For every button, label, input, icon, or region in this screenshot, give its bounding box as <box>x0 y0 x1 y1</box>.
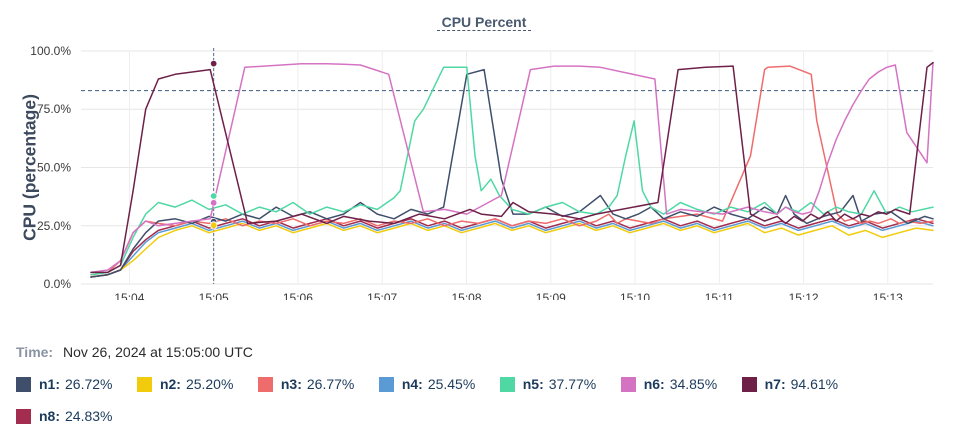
svg-text:15:09: 15:09 <box>536 291 566 300</box>
svg-text:100.0%: 100.0% <box>30 44 71 58</box>
svg-text:15:11: 15:11 <box>705 291 734 300</box>
svg-text:75.0%: 75.0% <box>37 102 71 116</box>
svg-text:50.0%: 50.0% <box>37 161 71 175</box>
svg-text:15:10: 15:10 <box>620 291 650 300</box>
svg-text:15:04: 15:04 <box>114 291 144 300</box>
svg-text:15:06: 15:06 <box>283 291 313 300</box>
svg-text:25.0%: 25.0% <box>37 219 71 233</box>
svg-text:15:13: 15:13 <box>873 291 903 300</box>
svg-text:15:08: 15:08 <box>451 291 481 300</box>
svg-text:15:12: 15:12 <box>789 291 819 300</box>
svg-text:15:05: 15:05 <box>199 291 229 300</box>
svg-text:0.0%: 0.0% <box>44 277 72 291</box>
svg-text:15:07: 15:07 <box>367 291 397 300</box>
